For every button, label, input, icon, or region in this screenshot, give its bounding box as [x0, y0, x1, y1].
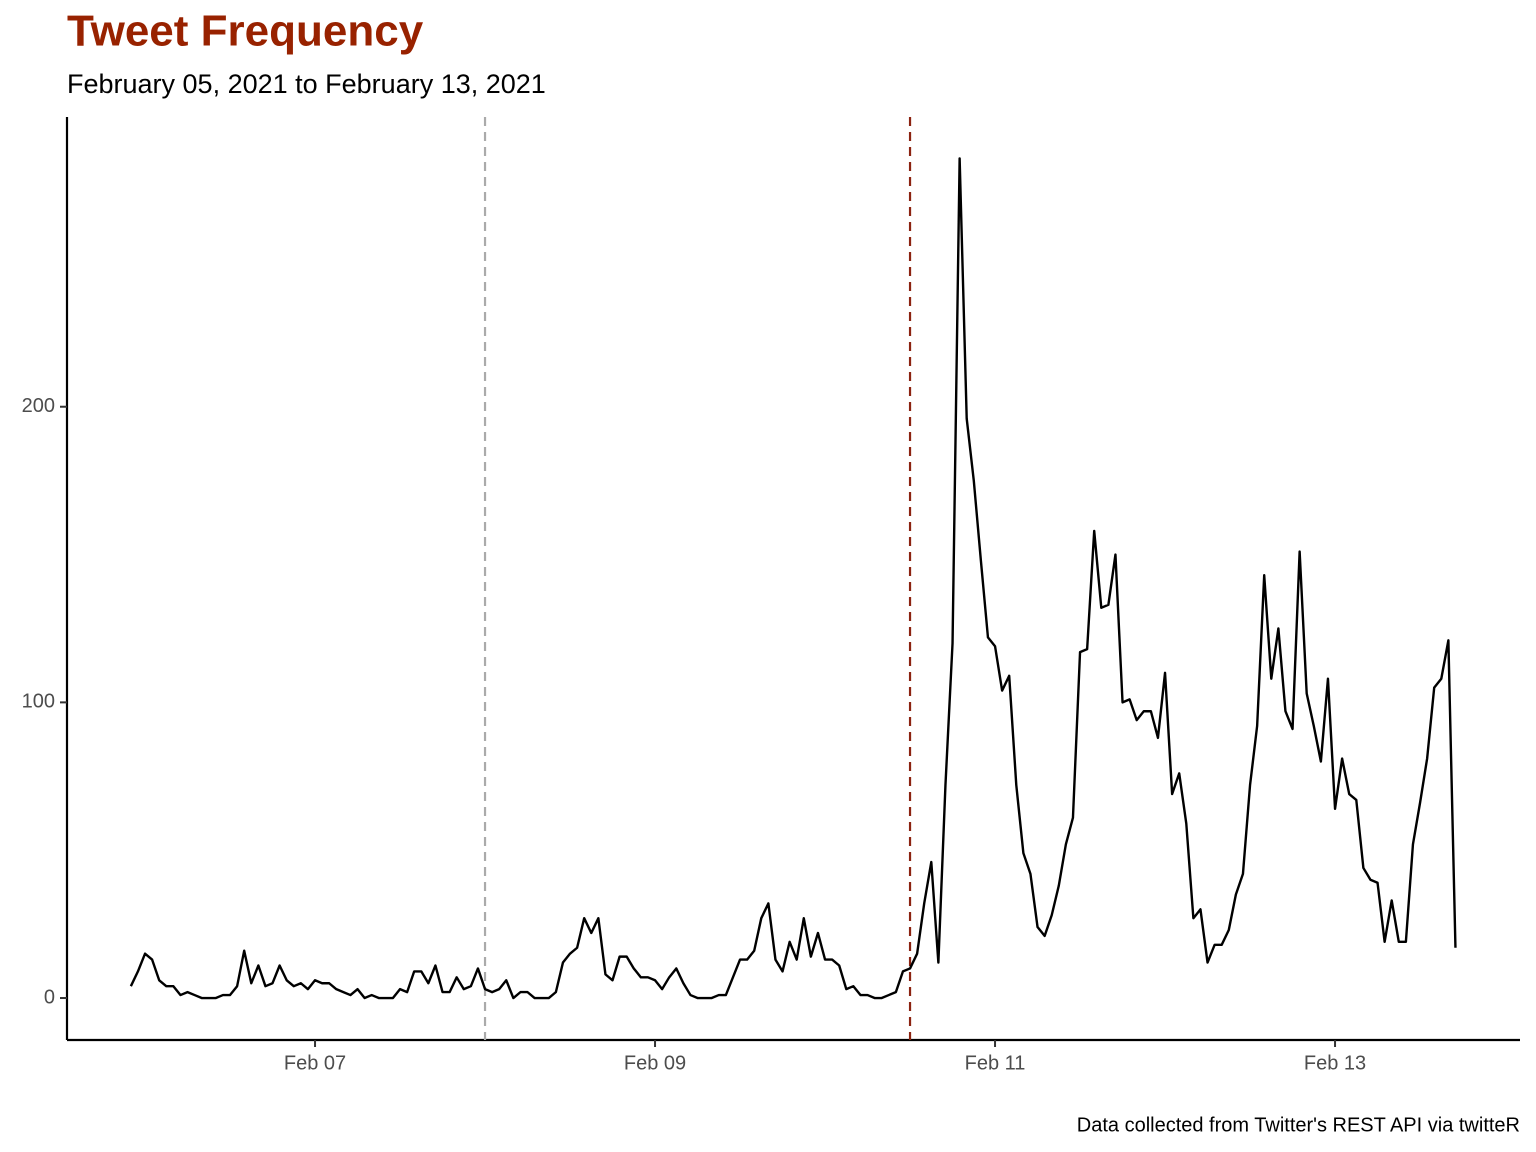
data-line — [129, 157, 1457, 1000]
y-tick-label: 100 — [22, 691, 55, 713]
y-tick-label: 0 — [44, 986, 55, 1008]
chart-title: Tweet Frequency — [67, 7, 424, 56]
y-tick-label: 200 — [22, 395, 55, 417]
x-tick-label: Feb 09 — [624, 1052, 686, 1074]
x-tick-label: Feb 11 — [965, 1052, 1026, 1074]
x-tick-label: Feb 07 — [284, 1052, 346, 1074]
chart-subtitle: February 05, 2021 to February 13, 2021 — [67, 69, 546, 99]
x-tick-label: Feb 13 — [1304, 1052, 1366, 1074]
chart-caption: Data collected from Twitter's REST API v… — [1077, 1114, 1520, 1136]
